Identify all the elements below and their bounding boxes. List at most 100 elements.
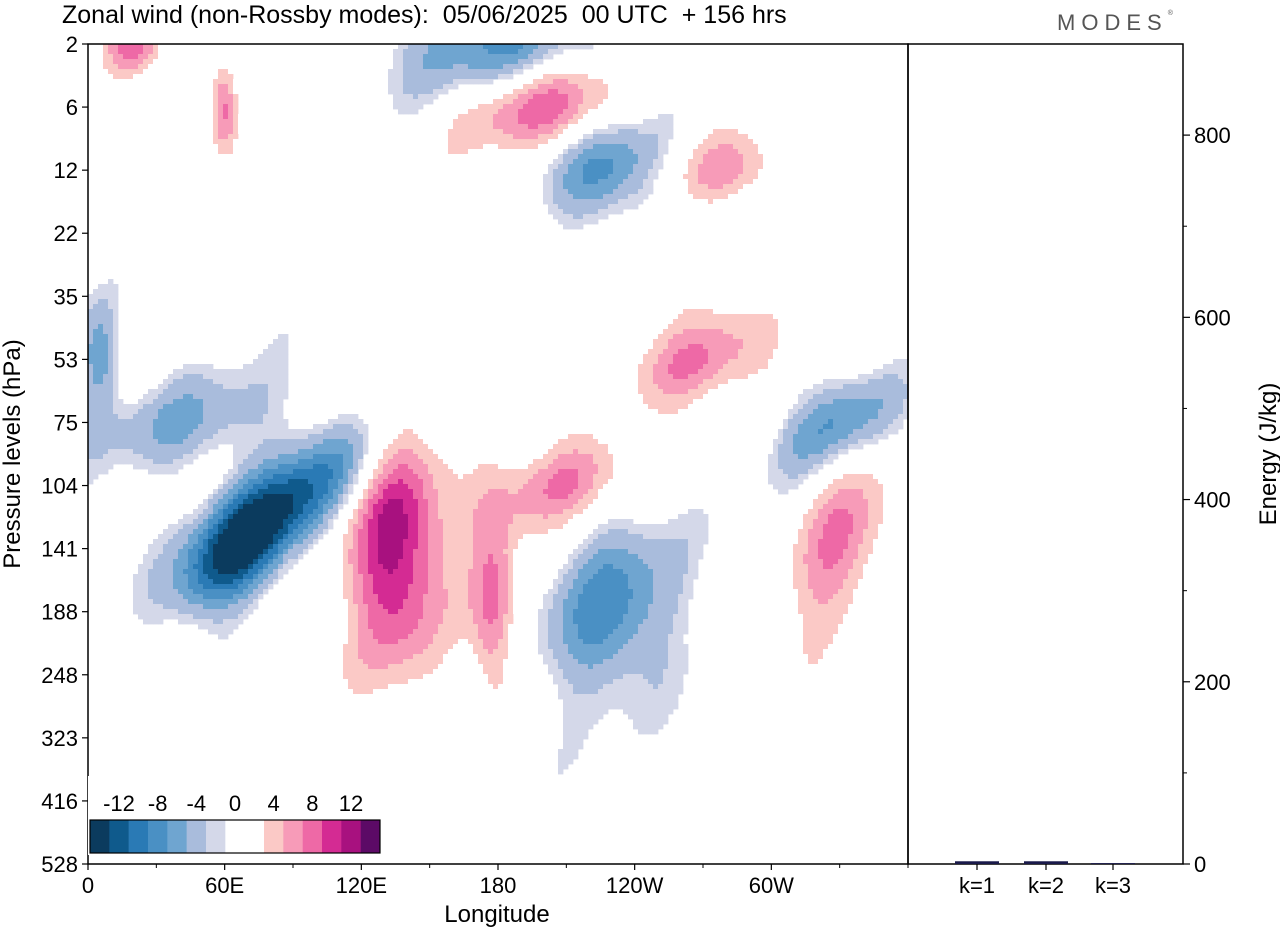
heatmap-cell <box>758 344 764 350</box>
heatmap-cell <box>853 444 859 450</box>
heatmap-cell <box>558 119 564 125</box>
heatmap-cell <box>503 49 509 55</box>
heatmap-cell <box>113 59 119 65</box>
heatmap-cell <box>273 354 279 360</box>
heatmap-cell <box>843 384 849 390</box>
heatmap-cell <box>863 404 869 410</box>
heatmap-cell <box>603 129 609 135</box>
heatmap-cell <box>423 69 429 75</box>
heatmap-cell <box>533 54 539 60</box>
heatmap-cell <box>548 74 554 80</box>
heatmap-cell <box>493 149 499 155</box>
heatmap-cell <box>98 384 104 390</box>
heatmap-cell <box>398 379 404 385</box>
heatmap-cell <box>588 409 594 415</box>
heatmap-cell <box>183 434 189 440</box>
heatmap-cell <box>653 429 659 435</box>
heatmap-cell <box>863 434 869 440</box>
heatmap-cell <box>408 469 414 475</box>
heatmap-cell <box>613 374 619 380</box>
heatmap-cell <box>583 199 589 205</box>
heatmap-cell <box>653 424 659 430</box>
heatmap-cell <box>598 214 604 220</box>
heatmap-cell <box>763 349 769 355</box>
heatmap-cell <box>458 69 464 75</box>
heatmap-cell <box>538 464 544 470</box>
heatmap-cell <box>683 339 689 345</box>
heatmap-cell <box>213 84 219 90</box>
heatmap-cell <box>773 479 779 485</box>
heatmap-cell <box>573 79 579 85</box>
heatmap-cell <box>663 129 669 135</box>
heatmap-cell <box>463 479 469 485</box>
heatmap-cell <box>738 134 744 140</box>
heatmap-cell <box>723 189 729 195</box>
heatmap-cell <box>813 399 819 405</box>
heatmap-cell <box>103 424 109 430</box>
heatmap-cell <box>718 204 724 210</box>
heatmap-cell <box>573 459 579 465</box>
heatmap-cell <box>878 394 884 400</box>
heatmap-cell <box>443 154 449 160</box>
heatmap-cell <box>593 429 599 435</box>
heatmap-cell <box>778 469 784 475</box>
heatmap-cell <box>648 429 654 435</box>
heatmap-cell <box>538 44 544 50</box>
heatmap-cell <box>263 464 269 470</box>
heatmap-cell <box>838 474 844 480</box>
heatmap-cell <box>93 299 99 305</box>
heatmap-cell <box>358 464 364 470</box>
heatmap-cell <box>153 469 159 475</box>
heatmap-cell <box>463 74 469 80</box>
heatmap-cell <box>483 49 489 55</box>
heatmap-cell <box>433 494 439 500</box>
heatmap-cell <box>528 139 534 145</box>
heatmap-cell <box>113 289 119 295</box>
heatmap-cell <box>93 379 99 385</box>
heatmap-cell <box>693 289 699 295</box>
heatmap-cell <box>393 449 399 455</box>
heatmap-cell <box>573 174 579 180</box>
heatmap-cell <box>568 454 574 460</box>
heatmap-cell <box>483 454 489 460</box>
heatmap-cell <box>703 204 709 210</box>
heatmap-cell <box>453 129 459 135</box>
heatmap-cell <box>743 314 749 320</box>
heatmap-cell <box>283 464 289 470</box>
heatmap-cell <box>93 359 99 365</box>
heatmap-cell <box>653 414 659 420</box>
heatmap-cell <box>748 189 754 195</box>
heatmap-cell <box>678 324 684 330</box>
heatmap-cell <box>838 384 844 390</box>
heatmap-cell <box>593 359 599 365</box>
heatmap-cell <box>838 404 844 410</box>
heatmap-cell <box>853 439 859 445</box>
heatmap-cell <box>88 339 94 345</box>
heatmap-cell <box>543 499 549 505</box>
heatmap-cell <box>698 369 704 375</box>
heatmap-cell <box>458 54 464 60</box>
heatmap-cell <box>698 324 704 330</box>
heatmap-cell <box>808 419 814 425</box>
heatmap-cell <box>713 324 719 330</box>
heatmap-cell <box>588 204 594 210</box>
heatmap-cell <box>828 394 834 400</box>
heatmap-cell <box>783 349 789 355</box>
heatmap-cell <box>853 394 859 400</box>
heatmap-cell <box>493 499 499 505</box>
heatmap-cell <box>713 344 719 350</box>
heatmap-cell <box>558 189 564 195</box>
heatmap-cell <box>893 409 899 415</box>
heatmap-cell <box>528 49 534 55</box>
heatmap-cell <box>128 419 134 425</box>
heatmap-cell <box>538 74 544 80</box>
heatmap-cell <box>383 454 389 460</box>
heatmap-cell <box>773 459 779 465</box>
heatmap-cell <box>498 439 504 445</box>
heatmap-cell <box>508 94 514 100</box>
heatmap-cell <box>503 494 509 500</box>
heatmap-cell <box>868 399 874 405</box>
heatmap-cell <box>718 299 724 305</box>
heatmap-cell <box>743 354 749 360</box>
heatmap-cell <box>333 419 339 425</box>
